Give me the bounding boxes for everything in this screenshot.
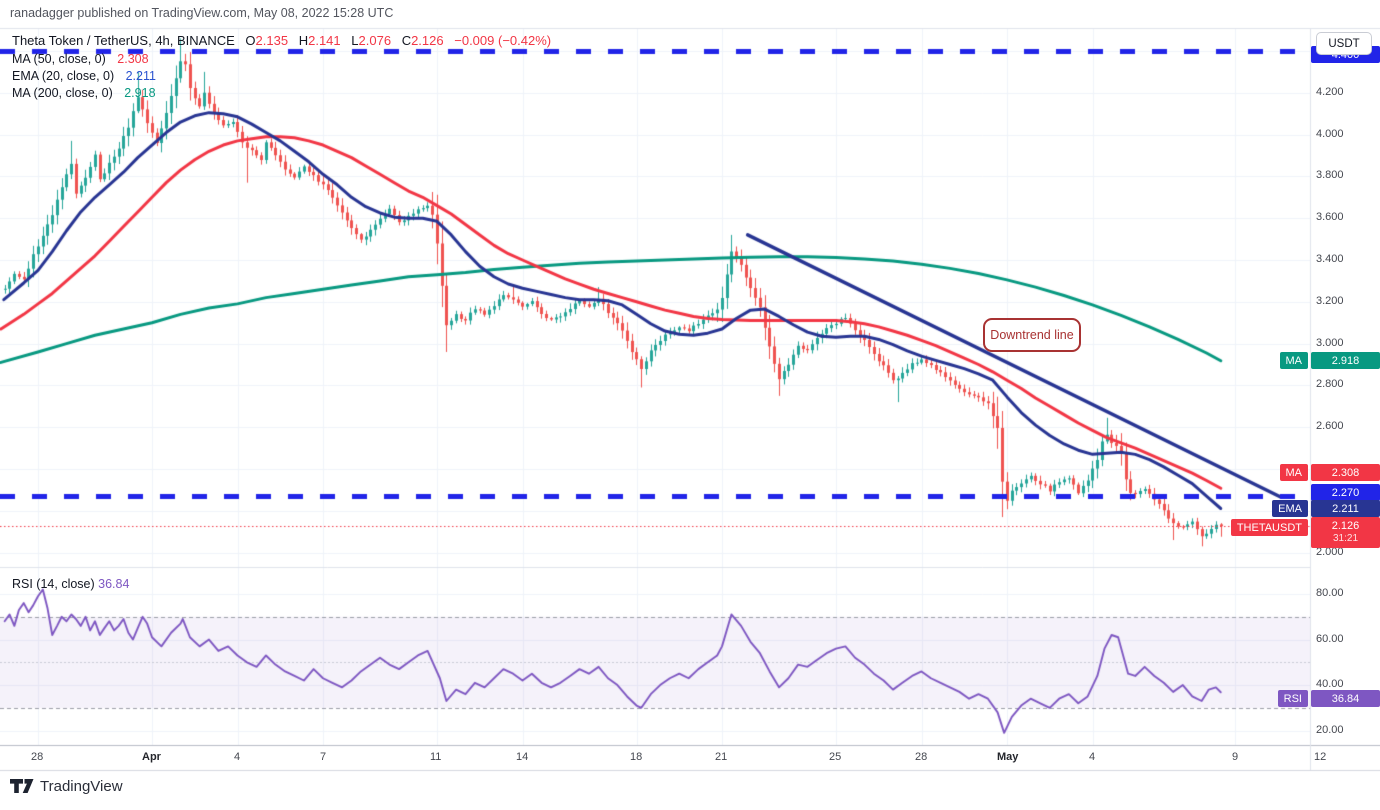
ohlc-high-value: 2.141 xyxy=(308,33,341,48)
time-tick-label: 4 xyxy=(1089,751,1096,763)
rsi-tag: RSI xyxy=(1277,690,1308,707)
support-price-label: 2.270 xyxy=(1311,484,1380,501)
time-tick-label: 18 xyxy=(630,751,643,763)
price-tick-label: 3.800 xyxy=(1316,169,1344,181)
price-tick-label: 4.200 xyxy=(1316,86,1344,98)
time-tick-label: May xyxy=(997,751,1019,763)
ema-tag: EMA xyxy=(1272,500,1308,517)
price-tick-label: 3.200 xyxy=(1316,295,1344,307)
ohlc-high-key: H xyxy=(298,33,309,48)
rsi-tick-label: 20.00 xyxy=(1316,724,1344,736)
ema-price-label: 2.211 xyxy=(1311,500,1380,517)
ohlc-open-value: 2.135 xyxy=(255,33,289,48)
ma50-tag: MA xyxy=(1279,464,1308,481)
time-tick-label: 7 xyxy=(320,751,327,763)
price-tick-label: 2.800 xyxy=(1316,378,1344,390)
price-tick-label: 3.400 xyxy=(1316,253,1344,265)
rsi-value-label: 36.84 xyxy=(1311,690,1380,707)
time-tick-label: 28 xyxy=(915,751,928,763)
rsi-label: RSI (14, close) xyxy=(12,577,95,591)
price-tick-label: 4.000 xyxy=(1316,128,1344,140)
ma200-value: 2.918 xyxy=(124,86,156,100)
last-symbol-tag: THETAUSDT xyxy=(1230,519,1308,536)
tradingview-logo[interactable]: TradingView xyxy=(10,778,123,795)
rsi-value: 36.84 xyxy=(98,577,130,591)
indicator-legend-ma50[interactable]: MA (50, close, 0) 2.308 xyxy=(12,52,149,66)
time-tick-label: 21 xyxy=(715,751,728,763)
ohlc-low-value: 2.076 xyxy=(358,33,392,48)
indicator-legend-ma200[interactable]: MA (200, close, 0) 2.918 xyxy=(12,86,156,100)
indicator-legend-ema20[interactable]: EMA (20, close, 0) 2.211 xyxy=(12,69,156,83)
rsi-tick-label: 60.00 xyxy=(1316,633,1344,645)
time-tick-label: 25 xyxy=(829,751,842,763)
ohlc-close-value: 2.126 xyxy=(411,33,444,48)
ma200-tag: MA xyxy=(1279,352,1308,369)
ohlc-open-key: O xyxy=(245,33,256,48)
time-tick-label: 4 xyxy=(234,751,241,763)
downtrend-line-annotation[interactable]: Downtrend line xyxy=(983,318,1081,352)
time-axis[interactable] xyxy=(0,746,1380,770)
time-tick-label: 11 xyxy=(430,751,442,763)
price-change: −0.009 (−0.42%) xyxy=(454,33,552,48)
rsi-legend[interactable]: RSI (14, close) 36.84 xyxy=(12,577,129,591)
time-tick-label: 14 xyxy=(516,751,529,763)
last-price-label: 2.126 31:21 xyxy=(1311,517,1380,548)
time-tick-label: 9 xyxy=(1232,751,1239,763)
ma200-label: MA (200, close, 0) xyxy=(12,86,113,100)
symbol-title[interactable]: Theta Token / TetherUS, 4h, BINANCE xyxy=(12,33,235,48)
price-tick-label: 2.000 xyxy=(1316,546,1344,558)
rsi-tick-label: 80.00 xyxy=(1316,587,1344,599)
ma50-price-label: 2.308 xyxy=(1311,464,1380,481)
currency-toggle-button[interactable]: USDT xyxy=(1316,32,1372,55)
tradingview-logo-text: TradingView xyxy=(40,778,123,795)
ohlc-close-key: C xyxy=(401,33,412,48)
ema20-value: 2.211 xyxy=(125,69,156,83)
ma200-price-label: 2.918 xyxy=(1311,352,1380,369)
rsi-tick-label: 40.00 xyxy=(1316,678,1344,690)
price-tick-label: 3.000 xyxy=(1316,337,1344,349)
time-tick-label: 12 xyxy=(1314,751,1327,763)
time-tick-label: 28 xyxy=(31,751,44,763)
time-tick-label: Apr xyxy=(142,751,161,763)
price-tick-label: 2.600 xyxy=(1316,420,1344,432)
price-axis[interactable] xyxy=(1310,28,1380,745)
ohlc-low-key: L xyxy=(351,33,359,48)
tradingview-logo-icon xyxy=(10,779,34,793)
publish-byline: ranadagger published on TradingView.com,… xyxy=(10,6,394,20)
candle-countdown: 31:21 xyxy=(1332,533,1359,545)
price-tick-label: 3.600 xyxy=(1316,211,1344,223)
symbol-info-bar[interactable]: Theta Token / TetherUS, 4h, BINANCE O2.1… xyxy=(12,33,551,48)
ma50-label: MA (50, close, 0) xyxy=(12,52,106,66)
ema20-label: EMA (20, close, 0) xyxy=(12,69,115,83)
last-price-value: 2.126 xyxy=(1331,520,1360,533)
ma50-value: 2.308 xyxy=(117,52,149,66)
